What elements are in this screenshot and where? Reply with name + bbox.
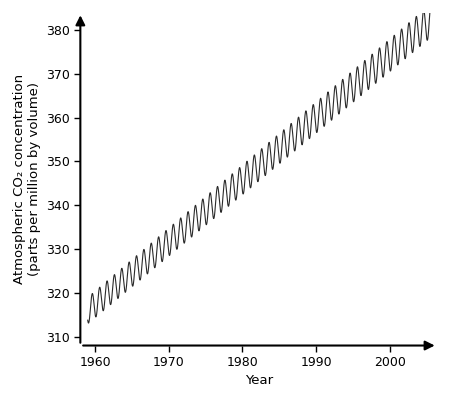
- X-axis label: Year: Year: [245, 374, 273, 388]
- Y-axis label: Atmospheric CO₂ concentration
(parts per million by volume): Atmospheric CO₂ concentration (parts per…: [13, 74, 40, 284]
